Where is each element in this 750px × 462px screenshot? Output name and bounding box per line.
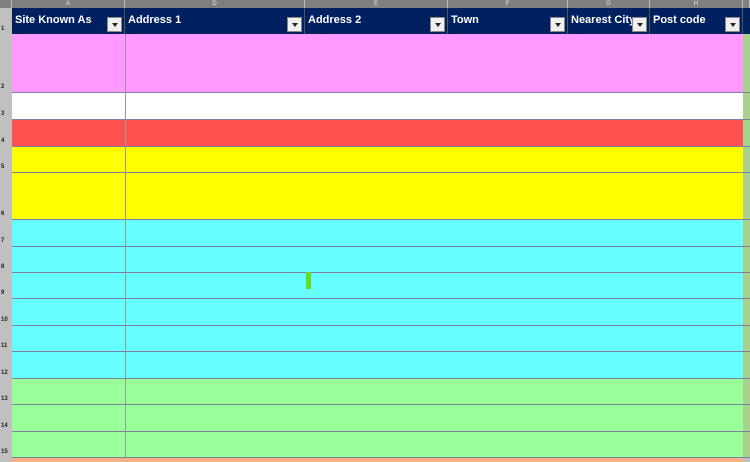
cell-rest — [743, 173, 750, 220]
cell-merged — [126, 173, 743, 220]
cell-rest — [743, 147, 750, 173]
row-number: 8 — [1, 264, 5, 270]
filter-button[interactable] — [287, 17, 302, 32]
cell-rest — [743, 352, 750, 379]
column-letter: E — [305, 0, 448, 8]
cell-merged — [126, 34, 743, 93]
cell-merged — [126, 432, 743, 458]
row-number: 4 — [1, 138, 5, 144]
cell-rest — [743, 34, 750, 93]
row-number: 10 — [1, 317, 8, 323]
cell-a — [12, 173, 126, 220]
cell-cursor — [306, 272, 311, 289]
row-number-bg — [0, 8, 12, 34]
header-cell: Nearest City — [568, 8, 650, 34]
cell-a — [12, 405, 126, 432]
cell-merged — [126, 220, 743, 247]
row-number: 5 — [1, 164, 5, 170]
cell-rest — [743, 405, 750, 432]
corner — [0, 0, 12, 8]
column-letter: D — [125, 0, 305, 8]
header-cell: Town — [448, 8, 568, 34]
cell-a — [12, 379, 126, 405]
cell-merged — [126, 405, 743, 432]
cell-a — [12, 432, 126, 458]
row-number: 2 — [1, 84, 5, 90]
cell-merged — [126, 147, 743, 173]
header-cell: Address 2 — [305, 8, 448, 34]
cell-merged — [126, 273, 743, 299]
row-number: 14 — [1, 423, 8, 429]
row-number: 11 — [1, 343, 8, 349]
row-number: 15 — [1, 449, 8, 455]
column-letter: H — [650, 0, 743, 8]
cell-a — [12, 147, 126, 173]
row-number: 1 — [1, 26, 5, 32]
cell-merged — [126, 379, 743, 405]
cell-merged — [126, 326, 743, 352]
cell-rest — [743, 299, 750, 326]
column-letter-rest — [743, 0, 750, 8]
header-rest — [743, 8, 750, 34]
cell-a — [12, 273, 126, 299]
cell-merged — [126, 120, 743, 147]
cell-rest — [743, 247, 750, 273]
cell-rest — [743, 432, 750, 458]
row-number: 7 — [1, 238, 5, 244]
cell-a — [12, 120, 126, 147]
cell-rest — [743, 120, 750, 147]
cell-a — [12, 299, 126, 326]
cell-rest — [743, 220, 750, 247]
cell-rest — [743, 273, 750, 299]
column-letter: G — [568, 0, 650, 8]
filter-button[interactable] — [632, 17, 647, 32]
row-number: 3 — [1, 111, 5, 117]
cell-rest — [743, 326, 750, 352]
cell-merged — [126, 247, 743, 273]
column-letter: A — [12, 0, 125, 8]
cell-merged — [126, 93, 743, 120]
cell-a — [12, 220, 126, 247]
bottom-strip — [12, 458, 743, 462]
row-number: 9 — [1, 290, 5, 296]
cell-a — [12, 352, 126, 379]
header-cell: Address 1 — [125, 8, 305, 34]
column-letter: F — [448, 0, 568, 8]
header-cell: Site Known As — [12, 8, 125, 34]
filter-button[interactable] — [725, 17, 740, 32]
cell-a — [12, 247, 126, 273]
cell-a — [12, 326, 126, 352]
cell-rest — [743, 93, 750, 120]
filter-button[interactable] — [550, 17, 565, 32]
row-number: 12 — [1, 370, 8, 376]
cell-a — [12, 34, 126, 93]
filter-button[interactable] — [430, 17, 445, 32]
cell-merged — [126, 352, 743, 379]
cell-a — [12, 93, 126, 120]
cell-rest — [743, 379, 750, 405]
row-number: 6 — [1, 211, 5, 217]
filter-button[interactable] — [107, 17, 122, 32]
row-number: 13 — [1, 396, 8, 402]
header-cell: Post code — [650, 8, 743, 34]
cell-merged — [126, 299, 743, 326]
